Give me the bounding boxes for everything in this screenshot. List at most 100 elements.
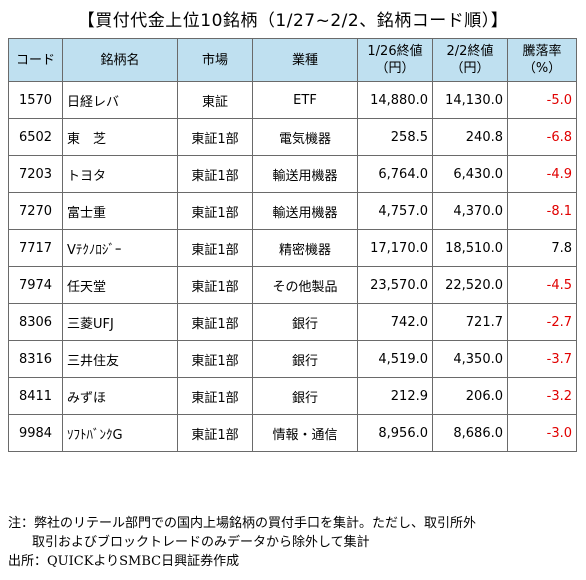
cell-change: -4.5 xyxy=(507,266,577,304)
table-row: 7974 任天堂 東証1部 その他製品 23,570.0 22,520.0 -4.5 xyxy=(8,266,577,304)
cell-price2: 4,350.0 xyxy=(432,340,508,378)
table-row: 9984 ｿﾌﾄﾊﾞﾝｸG 東証1部 情報・通信 8,956.0 8,686.0 -3.0 xyxy=(8,414,577,452)
table-row: 7270 富士重 東証1部 輸送用機器 4,757.0 4,370.0 -8.1 xyxy=(8,192,577,230)
cell-sector: ETF xyxy=(252,81,358,119)
cell-name: みずほ xyxy=(62,377,178,415)
cell-code: 8316 xyxy=(8,340,63,378)
header-code: コード xyxy=(8,38,63,82)
table-row: 8411 みずほ 東証1部 銀行 212.9 206.0 -3.2 xyxy=(8,377,577,415)
cell-price2: 4,370.0 xyxy=(432,192,508,230)
cell-code: 7974 xyxy=(8,266,63,304)
cell-price1: 17,170.0 xyxy=(357,229,433,267)
table-row: 7717 Vﾃｸﾉﾛｼﾞｰ 東証1部 精密機器 17,170.0 18,510.0 7.8 xyxy=(8,229,577,267)
header-name: 銘柄名 xyxy=(62,38,178,82)
cell-price2: 14,130.0 xyxy=(432,81,508,119)
source-note: 出所：QUICKよりSMBC日興証券作成 xyxy=(8,554,240,569)
header-change-unit: （%） xyxy=(522,61,562,76)
table-row: 8316 三井住友 東証1部 銀行 4,519.0 4,350.0 -3.7 xyxy=(8,340,577,378)
cell-name: 三菱UFJ xyxy=(62,303,178,341)
cell-sector: 銀行 xyxy=(252,303,358,341)
header-sector: 業種 xyxy=(252,38,358,82)
cell-change: -3.7 xyxy=(507,340,577,378)
cell-market: 東証1部 xyxy=(177,155,253,193)
header-price1: 1/26終値 （円） xyxy=(357,38,433,82)
cell-name: 東 芝 xyxy=(62,118,178,156)
cell-market: 東証1部 xyxy=(177,340,253,378)
cell-price1: 6,764.0 xyxy=(357,155,433,193)
footnotes: 注：弊社のリテール部門での国内上場銘柄の買付手口を集計。ただし、取引所外 取引お… xyxy=(8,514,580,571)
cell-code: 7203 xyxy=(8,155,63,193)
cell-sector: 銀行 xyxy=(252,377,358,415)
cell-price1: 8,956.0 xyxy=(357,414,433,452)
cell-price1: 212.9 xyxy=(357,377,433,415)
cell-price1: 23,570.0 xyxy=(357,266,433,304)
cell-change: 7.8 xyxy=(507,229,577,267)
cell-market: 東証1部 xyxy=(177,266,253,304)
cell-name: ｿﾌﾄﾊﾞﾝｸG xyxy=(62,414,178,452)
table-row: 6502 東 芝東証1部 電気機器 258.5 240.8 -6.8 xyxy=(8,118,577,156)
cell-code: 7270 xyxy=(8,192,63,230)
table-title: 【買付代金上位10銘柄（1/27~2/2、銘柄コード順）】 xyxy=(77,11,509,31)
header-price2-unit: （円） xyxy=(450,61,490,76)
cell-change: -3.0 xyxy=(507,414,577,452)
cell-name: 三井住友 xyxy=(62,340,178,378)
cell-price1: 258.5 xyxy=(357,118,433,156)
cell-code: 8306 xyxy=(8,303,63,341)
cell-code: 7717 xyxy=(8,229,63,267)
cell-name: 富士重 xyxy=(62,192,178,230)
cell-sector: 銀行 xyxy=(252,340,358,378)
cell-price2: 240.8 xyxy=(432,118,508,156)
header-row: コード 銘柄名 市場 業種 1/26終値 （円） 2/2終値 （円） 騰落率 （… xyxy=(8,38,577,82)
cell-change: -8.1 xyxy=(507,192,577,230)
cell-sector: その他製品 xyxy=(252,266,358,304)
cell-price2: 206.0 xyxy=(432,377,508,415)
cell-market: 東証1部 xyxy=(177,192,253,230)
cell-name: Vﾃｸﾉﾛｼﾞｰ xyxy=(62,229,178,267)
top10-table: コード 銘柄名 市場 業種 1/26終値 （円） 2/2終値 （円） 騰落率 （… xyxy=(8,38,577,452)
cell-change: -3.2 xyxy=(507,377,577,415)
cell-change: -6.8 xyxy=(507,118,577,156)
cell-price2: 8,686.0 xyxy=(432,414,508,452)
cell-change: -2.7 xyxy=(507,303,577,341)
cell-sector: 輸送用機器 xyxy=(252,192,358,230)
table-row: 1570 日経レバ 東証 ETF 14,880.0 14,130.0 -5.0 xyxy=(8,81,577,119)
cell-code: 6502 xyxy=(8,118,63,156)
header-change: 騰落率 （%） xyxy=(507,38,577,82)
cell-sector: 精密機器 xyxy=(252,229,358,267)
cell-price1: 14,880.0 xyxy=(357,81,433,119)
cell-market: 東証1部 xyxy=(177,118,253,156)
cell-market: 東証 xyxy=(177,81,253,119)
cell-price2: 721.7 xyxy=(432,303,508,341)
note-line-1: 注：弊社のリテール部門での国内上場銘柄の買付手口を集計。ただし、取引所外 xyxy=(8,516,477,531)
table-row: 7203 トヨタ 東証1部 輸送用機器 6,764.0 6,430.0 -4.9 xyxy=(8,155,577,193)
cell-price1: 4,519.0 xyxy=(357,340,433,378)
cell-name: 日経レバ xyxy=(62,81,178,119)
cell-sector: 電気機器 xyxy=(252,118,358,156)
cell-market: 東証1部 xyxy=(177,229,253,267)
cell-name: 任天堂 xyxy=(62,266,178,304)
cell-change: -4.9 xyxy=(507,155,577,193)
header-market: 市場 xyxy=(177,38,253,82)
cell-price2: 6,430.0 xyxy=(432,155,508,193)
cell-code: 9984 xyxy=(8,414,63,452)
cell-code: 8411 xyxy=(8,377,63,415)
cell-code: 1570 xyxy=(8,81,63,119)
header-change-label: 騰落率 xyxy=(522,44,562,59)
cell-market: 東証1部 xyxy=(177,377,253,415)
cell-price2: 18,510.0 xyxy=(432,229,508,267)
cell-price2: 22,520.0 xyxy=(432,266,508,304)
cell-market: 東証1部 xyxy=(177,414,253,452)
header-price2: 2/2終値 （円） xyxy=(432,38,508,82)
cell-sector: 輸送用機器 xyxy=(252,155,358,193)
cell-price1: 742.0 xyxy=(357,303,433,341)
cell-price1: 4,757.0 xyxy=(357,192,433,230)
cell-name: トヨタ xyxy=(62,155,178,193)
note-line-2: 取引およびブロックトレードのみデータから除外して集計 xyxy=(32,535,370,550)
cell-market: 東証1部 xyxy=(177,303,253,341)
header-price1-label: 1/26終値 xyxy=(367,44,423,59)
table-row: 8306 三菱UFJ 東証1部 銀行 742.0 721.7 -2.7 xyxy=(8,303,577,341)
header-price1-unit: （円） xyxy=(375,61,415,76)
cell-sector: 情報・通信 xyxy=(252,414,358,452)
cell-change: -5.0 xyxy=(507,81,577,119)
header-price2-label: 2/2終値 xyxy=(446,44,494,59)
